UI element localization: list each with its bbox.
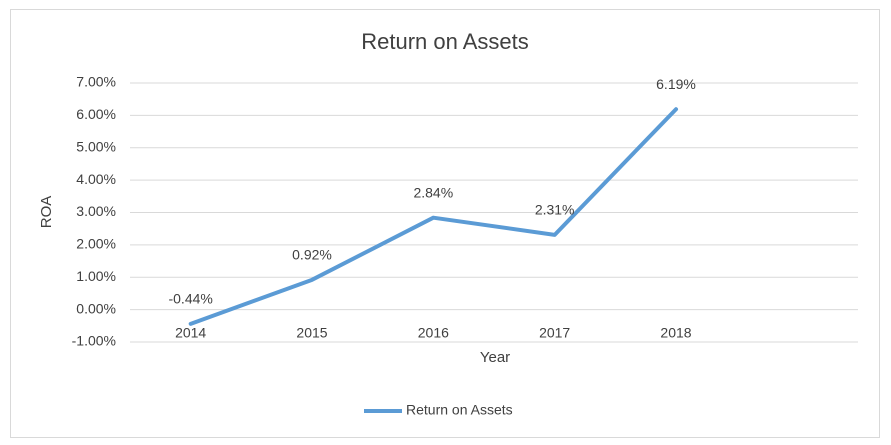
chart-title: Return on Assets <box>361 29 529 54</box>
x-tick-label: 2018 <box>660 324 691 340</box>
y-tick-label: 0.00% <box>76 300 116 316</box>
y-tick-label: 1.00% <box>76 268 116 284</box>
x-tick-label: 2017 <box>539 324 570 340</box>
data-label: -0.44% <box>168 291 212 307</box>
legend-label: Return on Assets <box>406 402 513 418</box>
y-tick-label: 2.00% <box>76 236 116 252</box>
x-tick-label: 2015 <box>296 324 327 340</box>
chart-border <box>10 9 880 438</box>
x-axis-title: Year <box>480 349 510 366</box>
x-tick-label: 2014 <box>175 324 206 340</box>
data-line <box>188 107 678 326</box>
data-label: 6.19% <box>656 76 696 92</box>
data-label: 2.84% <box>413 184 453 200</box>
y-tick-label: 6.00% <box>76 106 116 122</box>
y-tick-label: 4.00% <box>76 171 116 187</box>
y-tick-label: 3.00% <box>76 203 116 219</box>
x-tick-label: 2016 <box>418 324 449 340</box>
data-label: 0.92% <box>292 247 332 263</box>
y-tick-label: 7.00% <box>76 74 116 90</box>
y-tick-label: -1.00% <box>72 333 116 349</box>
data-label: 2.31% <box>535 202 575 218</box>
y-tick-label: 5.00% <box>76 138 116 154</box>
y-axis-title: ROA <box>38 196 55 229</box>
